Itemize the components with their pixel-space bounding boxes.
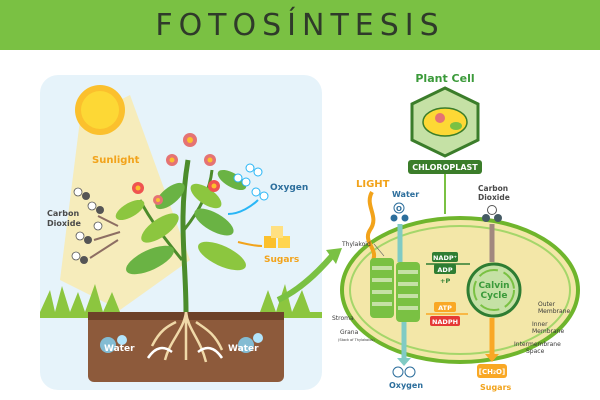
sugar-cube [278, 236, 290, 248]
oxygen-label: Oxygen [270, 183, 308, 193]
transition-arrow-head [326, 248, 342, 264]
leaf [217, 169, 247, 191]
intermembrane-l2: Space [526, 348, 545, 355]
light-arrow [366, 191, 376, 264]
oxygen-arrow [227, 199, 259, 215]
roots [150, 311, 224, 363]
water-arrow-right [197, 346, 224, 359]
water-bubble [117, 335, 127, 345]
sugars-formula-badge [477, 364, 507, 378]
grana-sub-label: (Stack of Thylakoids) [338, 338, 375, 342]
leaf [155, 182, 185, 210]
flower-center [169, 157, 175, 163]
calvin-cycle-ring [473, 269, 515, 311]
calvin-label-l1: Calvin [478, 281, 509, 291]
carbon-dioxide-label-l2: Dioxide [47, 219, 82, 228]
inner-membrane-l1: Inner [532, 321, 548, 328]
thylakoid-label: Thylakoid [341, 241, 371, 248]
oxygen-atom-icon [392, 366, 404, 378]
water-bubble [253, 333, 263, 343]
water-arrow-left [146, 346, 173, 359]
water-bubble [100, 337, 116, 353]
grass [40, 284, 322, 318]
photosynthesis-diagram: Sunlight Water Water [40, 72, 580, 392]
water-o-icon: O [396, 205, 402, 213]
inner-membrane-l2: Membrane [532, 328, 564, 335]
nadph-label: NADPH [432, 318, 458, 326]
water-label-right: Water [228, 344, 259, 354]
sugar-cube [271, 226, 283, 238]
light-label: LIGHT [356, 179, 390, 190]
plant-stem [180, 159, 191, 313]
flower-center [135, 185, 141, 191]
co2-label-l2: Dioxide [478, 193, 510, 202]
sun-core [81, 91, 119, 129]
sugars-out-arrow-head [485, 354, 499, 362]
atp-label: ATP [438, 304, 452, 312]
nadp-label: NADP⁺ [433, 254, 457, 262]
plant-cell-label: Plant Cell [415, 72, 474, 85]
atp-badge [434, 302, 456, 312]
flower-center [207, 157, 213, 163]
water-label: Water [392, 190, 419, 199]
co2-molecules [71, 187, 104, 264]
title-banner: FOTOSÍNTESIS [0, 0, 600, 50]
calvin-label-l2: Cycle [481, 291, 508, 301]
oxygen-out-label: Oxygen [389, 381, 423, 390]
outer-membrane-l1: Outer [538, 301, 556, 308]
oxygen-out-arrow-head [397, 358, 411, 366]
flower-center [187, 137, 193, 143]
flower-center [211, 183, 217, 189]
sugars-formula: [CH₂O] [479, 368, 505, 376]
grana-label: Grana [340, 329, 359, 336]
sugars-label: Sugars [264, 255, 299, 265]
carbon-dioxide-label-l1: Carbon [47, 209, 79, 218]
chloroplast-tag [408, 160, 482, 174]
leaf [190, 183, 222, 209]
leaf [194, 208, 234, 236]
intermembrane-l1: Intermembrane [514, 341, 561, 348]
inner-membrane [349, 225, 571, 355]
cell-organelle [422, 107, 468, 137]
leaf [141, 213, 179, 243]
sugars-out-label: Sugars [480, 383, 512, 392]
chloroplast-label: CHLOROPLAST [412, 163, 478, 172]
leaf [126, 245, 174, 275]
oxygen-molecules [233, 163, 269, 201]
co2-arrows [89, 215, 121, 259]
flower-center [156, 198, 160, 202]
oxygen-atom-icon [404, 366, 416, 378]
grana-stacks [370, 258, 420, 322]
co2-label-l1: Carbon [478, 184, 508, 193]
adp-label: ADP [437, 266, 452, 274]
adp-badge [434, 264, 456, 274]
leaf [198, 241, 246, 271]
cell-nucleus [435, 113, 445, 123]
pi-label: +P [440, 277, 450, 285]
outer-membrane-l2: Membrane [538, 308, 570, 315]
stroma-label: Stroma [332, 315, 354, 322]
sugars-arrow [237, 241, 263, 247]
sugar-cube [264, 236, 276, 248]
water-bubble [238, 337, 254, 353]
water-label-left: Water [104, 344, 135, 354]
sunlight-label: Sunlight [92, 155, 140, 166]
page-title: FOTOSÍNTESIS [155, 7, 445, 43]
calvin-cycle [466, 262, 522, 318]
chloroplast-diagram: Plant Cell CHLOROPLAST LIGHT Water O Car… [332, 72, 580, 392]
nadp-badge [432, 252, 458, 262]
transition-arrow [276, 254, 335, 303]
plant-scene: Sunlight Water Water [40, 75, 322, 390]
nadph-badge [430, 316, 460, 326]
leaf [115, 199, 145, 221]
cell-chloroplast [450, 122, 462, 130]
